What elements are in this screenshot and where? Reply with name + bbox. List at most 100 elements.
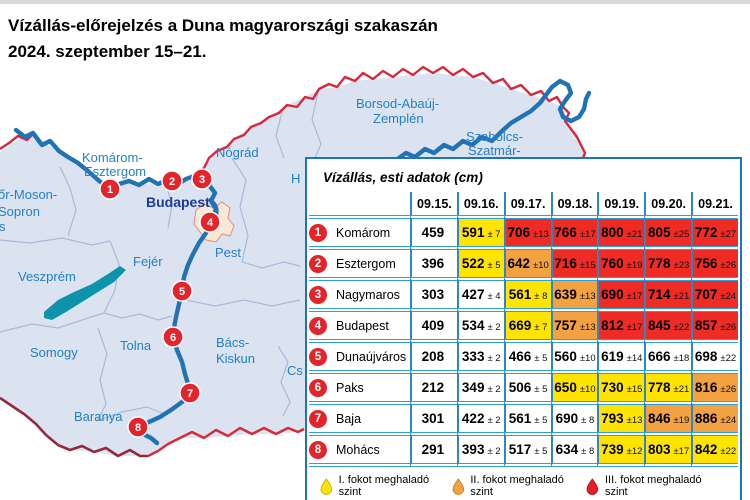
cell-value: 690 ±17 [597, 277, 645, 308]
cell-value: 303 [410, 277, 457, 308]
cell-value: 506 ± 5 [503, 370, 551, 401]
station-marker-6-number: 6 [170, 332, 176, 344]
table-row-komarom: 1 Komárom 459 591 ± 7 706 ±13 766 ±17 800 ±21… [309, 215, 738, 246]
county-label-gyor-line2: Sopron [0, 204, 40, 219]
county-label-borsod-line2: Zemplén [373, 111, 424, 126]
county-label-somogy: Somogy [30, 345, 78, 360]
cell-value: 517 ± 5 [503, 432, 551, 467]
top-gray-bar [0, 0, 750, 4]
row-marker-2: 2 [309, 254, 327, 273]
row-marker-4: 4 [309, 316, 327, 335]
row-marker-5: 5 [309, 347, 327, 366]
cell-value: 846 ±19 [644, 401, 692, 432]
county-label-baranya: Baranya [74, 409, 123, 424]
cell-value: 812 ±17 [597, 308, 645, 339]
lake-balaton [44, 266, 126, 320]
county-label-nograd: Nógrád [216, 145, 259, 160]
station-marker-8-number: 8 [135, 422, 141, 434]
cell-value: 459 [410, 215, 457, 246]
county-label-borsod-line1: Borsod-Abaúj- [356, 96, 439, 111]
cell-value: 522 ± 5 [456, 246, 504, 277]
station-marker-4: 4 [199, 211, 221, 233]
station-marker-7-number: 7 [187, 388, 193, 400]
cell-value: 591 ± 7 [456, 215, 504, 246]
legend-drop-level2-icon [452, 477, 464, 495]
legend-item-level3: III. fokot meghaladó szint [586, 474, 724, 498]
cell-value: 778 ±23 [644, 246, 692, 277]
station-name: Dunaújváros [336, 349, 407, 364]
station-name: Baja [336, 411, 362, 426]
station-marker-1-number: 1 [107, 184, 113, 196]
county-label-komarom-line2: Esztergom [84, 164, 146, 179]
station-name: Nagymaros [336, 287, 400, 302]
county-boundaries [0, 91, 322, 422]
cell-value: 739 ±12 [597, 432, 645, 467]
cell-value: 349 ± 2 [456, 370, 504, 401]
cell-value: 690 ± 8 [550, 401, 598, 432]
cell-value: 561 ± 5 [503, 401, 551, 432]
station-marker-5: 5 [171, 280, 193, 302]
station-marker-2-number: 2 [169, 176, 175, 188]
legend-item-level2: II. fokot meghaladó szint [452, 474, 587, 498]
cell-value: 422 ± 2 [456, 401, 504, 432]
header-date-3: 09.17. [503, 192, 551, 215]
county-label-heves-fragment: H [291, 171, 300, 186]
national-border [0, 65, 587, 458]
station-marker-1: 1 [99, 178, 121, 200]
cell-value: 409 [410, 308, 457, 339]
station-marker-5-number: 5 [179, 286, 185, 298]
cell-value: 816 ±26 [691, 370, 738, 401]
cell-value: 800 ±21 [597, 215, 645, 246]
station-name: Esztergom [336, 256, 396, 271]
table-row-paks: 6 Paks 212 349 ± 2 506 ± 5 650 ±10 730 ±15 77… [309, 370, 738, 401]
row-marker-3: 3 [309, 285, 327, 304]
station-name: Komárom [336, 225, 391, 240]
legend-label-level2: II. fokot meghaladó szint [470, 474, 564, 498]
county-label-szabolcs-line2: Szatmár- [468, 143, 521, 158]
cell-value: 698 ±22 [691, 339, 738, 370]
national-border-drava [0, 396, 148, 458]
station-marker-7: 7 [179, 382, 201, 404]
water-level-table-panel: Vízállás, esti adatok (cm) 09.15. 09.16.… [305, 157, 742, 500]
header-date-5: 09.19. [597, 192, 644, 215]
cell-value: 666 ±18 [644, 339, 692, 370]
county-label-bacs-line2: Kiskun [216, 351, 255, 366]
cell-value: 534 ± 2 [456, 308, 504, 339]
header-date-6: 09.20. [644, 192, 691, 215]
cell-value: 560 ±10 [550, 339, 598, 370]
cell-value: 650 ±10 [550, 370, 598, 401]
cell-value: 803 ±17 [644, 432, 692, 467]
legend-drop-level1-icon [320, 477, 333, 495]
county-label-komarom-line1: Komárom- [82, 150, 143, 165]
cell-value: 845 ±22 [644, 308, 692, 339]
county-label-tolna: Tolna [120, 338, 152, 353]
cell-value: 716 ±15 [550, 246, 598, 277]
page-title-line1: Vízállás-előrejelzés a Duna magyarország… [8, 16, 438, 35]
cell-value: 778 ±21 [644, 370, 692, 401]
cell-value: 760 ±19 [597, 246, 645, 277]
cell-value: 756 ±26 [691, 246, 738, 277]
legend-label-level1: I. fokot meghaladó szint [338, 474, 430, 498]
cell-value: 842 ±22 [691, 432, 738, 467]
legend: I. fokot meghaladó szint II. fokot megha… [320, 474, 724, 498]
cell-value: 212 [410, 370, 457, 401]
row-marker-1: 1 [309, 223, 327, 242]
cell-value: 706 ±13 [503, 215, 551, 246]
station-marker-3: 3 [191, 168, 213, 190]
table-title: Vízállás, esti adatok (cm) [323, 170, 483, 185]
table-row-budapest: 4 Budapest 409 534 ± 2 669 ± 7 757 ±13 812 ±1… [309, 308, 738, 339]
station-name: Paks [336, 380, 364, 395]
header-date-1: 09.15. [410, 192, 457, 215]
header-station-blank [309, 192, 410, 215]
legend-drop-level3-icon [586, 477, 599, 495]
station-marker-3-number: 3 [199, 174, 205, 186]
station-marker-8: 8 [127, 416, 149, 438]
cell-value: 757 ±13 [550, 308, 598, 339]
county-label-csongrad-fragment: Cs [287, 363, 303, 378]
cell-value: 291 [410, 432, 457, 467]
header-date-2: 09.16. [456, 192, 504, 215]
cell-value: 730 ±15 [597, 370, 645, 401]
cell-value: 301 [410, 401, 457, 432]
cell-value: 639 ±13 [550, 277, 598, 308]
